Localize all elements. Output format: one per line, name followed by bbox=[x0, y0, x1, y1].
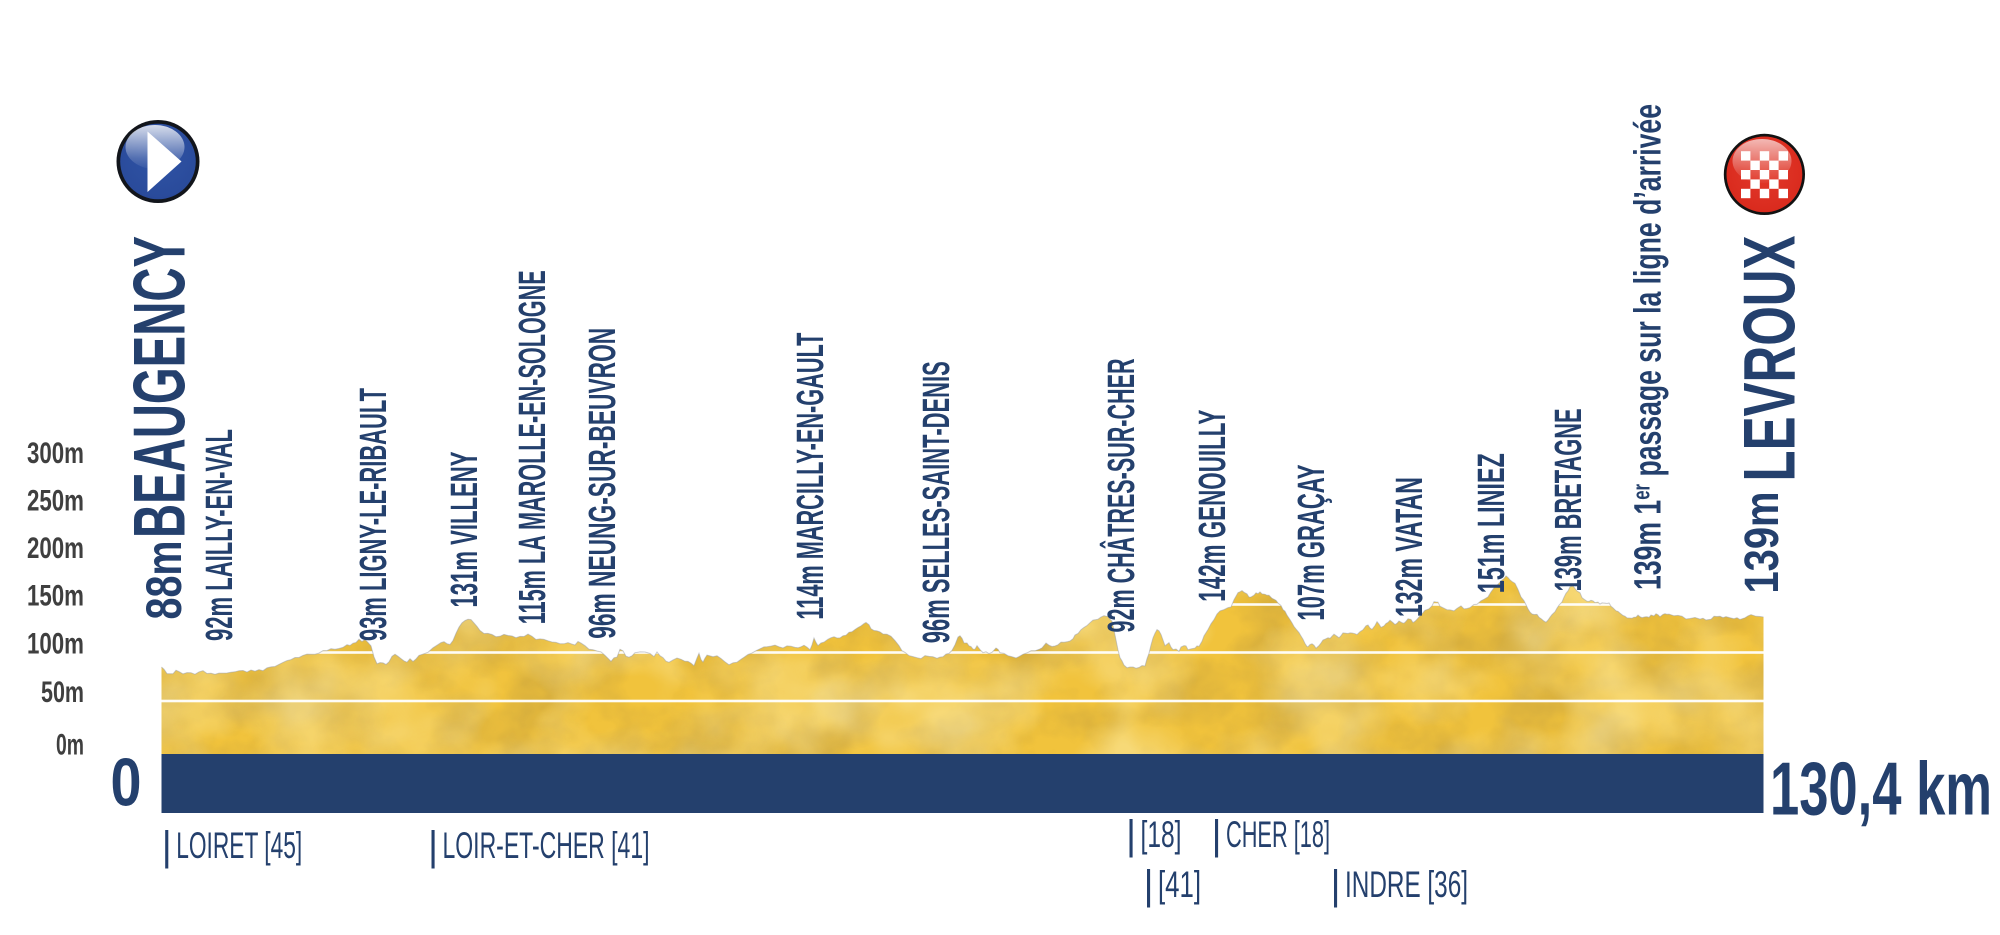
svg-text:139m BRETAGNE: 139m BRETAGNE bbox=[1548, 408, 1590, 591]
svg-text:139m 1er passage sur la ligne: 139m 1er passage sur la ligne d’arrivée bbox=[1628, 104, 1670, 590]
svg-text:LOIR-ET-CHER [41]: LOIR-ET-CHER [41] bbox=[443, 825, 650, 866]
svg-text:130,4 km: 130,4 km bbox=[1770, 747, 1992, 831]
svg-text:142m GENOUILLY: 142m GENOUILLY bbox=[1192, 410, 1234, 602]
svg-text:92m CHÂTRES-SUR-CHER: 92m CHÂTRES-SUR-CHER bbox=[1099, 359, 1143, 633]
svg-text:[18]: [18] bbox=[1141, 814, 1182, 855]
svg-text:250m: 250m bbox=[27, 485, 84, 518]
svg-text:150m: 150m bbox=[27, 580, 84, 613]
svg-text:151m LINIEZ: 151m LINIEZ bbox=[1471, 453, 1513, 593]
svg-text:0: 0 bbox=[111, 745, 142, 821]
svg-text:200m: 200m bbox=[27, 532, 84, 565]
svg-text:92m LAILLY-EN-VAL: 92m LAILLY-EN-VAL bbox=[199, 429, 241, 641]
svg-text:107m GRAÇAY: 107m GRAÇAY bbox=[1291, 465, 1333, 621]
svg-text:115m LA MAROLLE-EN-SOLOGNE: 115m LA MAROLLE-EN-SOLOGNE bbox=[512, 270, 554, 624]
svg-text:93m LIGNY-LE-RIBAULT: 93m LIGNY-LE-RIBAULT bbox=[353, 388, 395, 641]
svg-text:96m SELLES-SAINT-DENIS: 96m SELLES-SAINT-DENIS bbox=[916, 361, 958, 643]
svg-text:132m VATAN: 132m VATAN bbox=[1389, 477, 1431, 617]
svg-text:LEVROUX: LEVROUX bbox=[1730, 235, 1811, 481]
svg-text:131m VILLENY: 131m VILLENY bbox=[444, 452, 486, 608]
svg-text:139m: 139m bbox=[1736, 492, 1789, 594]
svg-text:88m: 88m bbox=[136, 541, 192, 620]
svg-text:96m NEUNG-SUR-BEUVRON: 96m NEUNG-SUR-BEUVRON bbox=[582, 328, 624, 639]
svg-text:114m MARCILLY-EN-GAULT: 114m MARCILLY-EN-GAULT bbox=[790, 333, 832, 620]
svg-text:300m: 300m bbox=[27, 437, 84, 470]
svg-text:LOIRET [45]: LOIRET [45] bbox=[176, 825, 302, 866]
svg-text:100m: 100m bbox=[27, 628, 84, 661]
svg-text:BEAUGENCY: BEAUGENCY bbox=[120, 236, 201, 538]
svg-text:INDRE [36]: INDRE [36] bbox=[1345, 864, 1468, 905]
svg-text:[41]: [41] bbox=[1158, 864, 1201, 905]
svg-text:50m: 50m bbox=[41, 676, 84, 709]
svg-text:0m: 0m bbox=[56, 729, 84, 762]
svg-text:CHER [18]: CHER [18] bbox=[1226, 814, 1330, 855]
